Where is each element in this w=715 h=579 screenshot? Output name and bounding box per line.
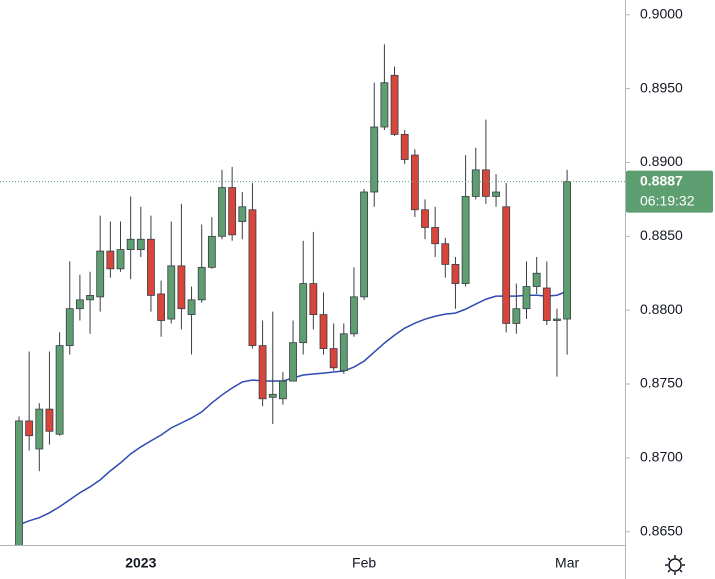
candle-body [492,191,500,197]
candle-body [390,74,399,135]
y-tick-label: 0.8850 [640,227,683,243]
candle-body [147,238,155,296]
candle-body [451,263,460,284]
candle-body [126,238,135,251]
candle-body [481,169,490,197]
x-tick-label: Mar [555,555,579,571]
candle-body [542,287,551,321]
candle-body [563,181,571,320]
candle-body [96,250,105,298]
candle-body [410,154,419,211]
candle-body [167,265,176,320]
candle-body [197,266,206,301]
price-label [626,170,713,213]
y-tick-label: 0.8950 [640,79,683,95]
candle-body [329,348,338,369]
countdown-text: 06:19:32 [640,192,695,208]
candle-body [228,187,237,236]
candle-body [177,265,186,310]
candle-body [319,314,328,349]
candle-body [25,420,34,437]
candle-body [532,272,541,287]
candle-body [360,191,369,298]
candle-body [157,293,166,321]
candle-body [258,345,267,400]
candle-body [207,235,216,268]
candle-body [461,196,470,284]
candle-body [106,250,115,270]
candle-body [339,333,348,372]
candle-body [35,408,44,450]
price-label-text: 0.8887 [640,172,683,188]
candle-body [350,296,358,335]
candle-body [187,299,196,315]
y-tick-label: 0.8700 [640,449,683,465]
candle-body [268,393,277,398]
candle-body [76,299,84,310]
candle-body [248,209,257,347]
candle-body [309,283,318,315]
candle-body [370,126,379,193]
x-tick-label: 2023 [125,555,156,571]
candle-body [400,134,409,160]
candle-body [299,283,308,344]
candle-body [502,206,511,324]
y-tick-label: 0.8900 [640,153,683,169]
plot-area [0,44,625,545]
candle-body [136,238,145,251]
candle-body [55,345,64,435]
candle-body [15,420,23,545]
candle-body [238,206,247,222]
candle-body [380,82,389,128]
candle-body [289,342,297,382]
y-tick-label: 0.9000 [640,5,683,21]
candle-body [512,308,521,324]
candle-body [116,249,125,270]
candle-body [553,318,561,321]
candle-body [45,408,54,432]
candle-body [522,286,531,310]
candle-body [441,243,450,265]
candle-body [218,187,226,237]
candle-body [421,209,429,228]
y-tick-label: 0.8650 [640,522,683,538]
candle-body [86,294,94,301]
candle-body [65,308,74,347]
settings-button[interactable] [665,555,685,575]
candle-body [431,227,440,245]
y-tick-label: 0.8800 [640,301,683,317]
x-tick-label: Feb [352,555,376,571]
candle-body [278,380,287,400]
y-tick-label: 0.8750 [640,375,683,391]
candle-body [471,169,480,197]
